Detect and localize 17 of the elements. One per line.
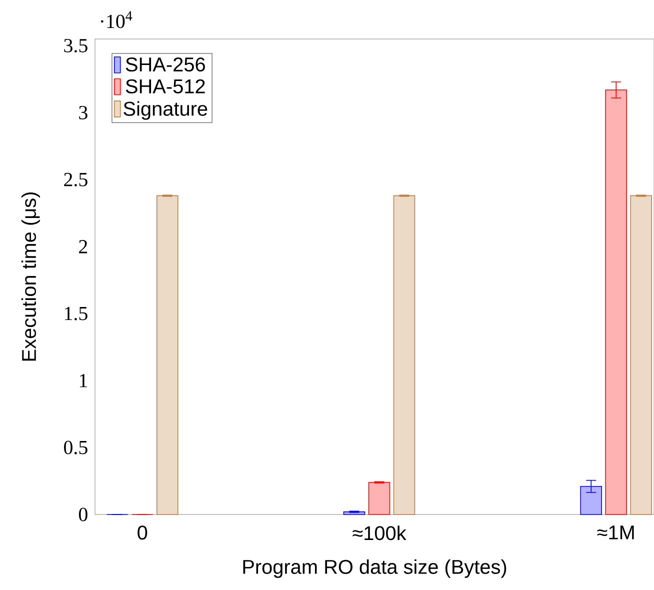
legend-label: SHA-512 <box>126 79 205 94</box>
legend-label: SHA-256 <box>126 57 205 72</box>
y-tick-label: 2.5 <box>64 172 88 186</box>
y-tick-label: 1 <box>80 374 87 388</box>
text: ·10$^{4}$ <box>100 11 132 28</box>
x-axis-title: Program RO data size (Bytes) <box>243 559 506 578</box>
y-tick-label: 1.5 <box>65 306 88 320</box>
y-tick-label: 3.5 <box>64 38 88 52</box>
y-axis-title: Execution time (μs) <box>21 192 40 361</box>
y-tick-label: 2 <box>79 240 88 254</box>
legend-label: Signature <box>124 101 208 120</box>
x-tick-label: ≈100k <box>352 526 406 540</box>
y-tick-label: 0.5 <box>64 440 88 454</box>
y-tick-label: 3 <box>79 106 88 120</box>
x-tick-label: ≈1M <box>597 526 634 540</box>
y-tick-label: 0 <box>78 508 88 522</box>
x-tick-label: 0 <box>138 526 148 540</box>
